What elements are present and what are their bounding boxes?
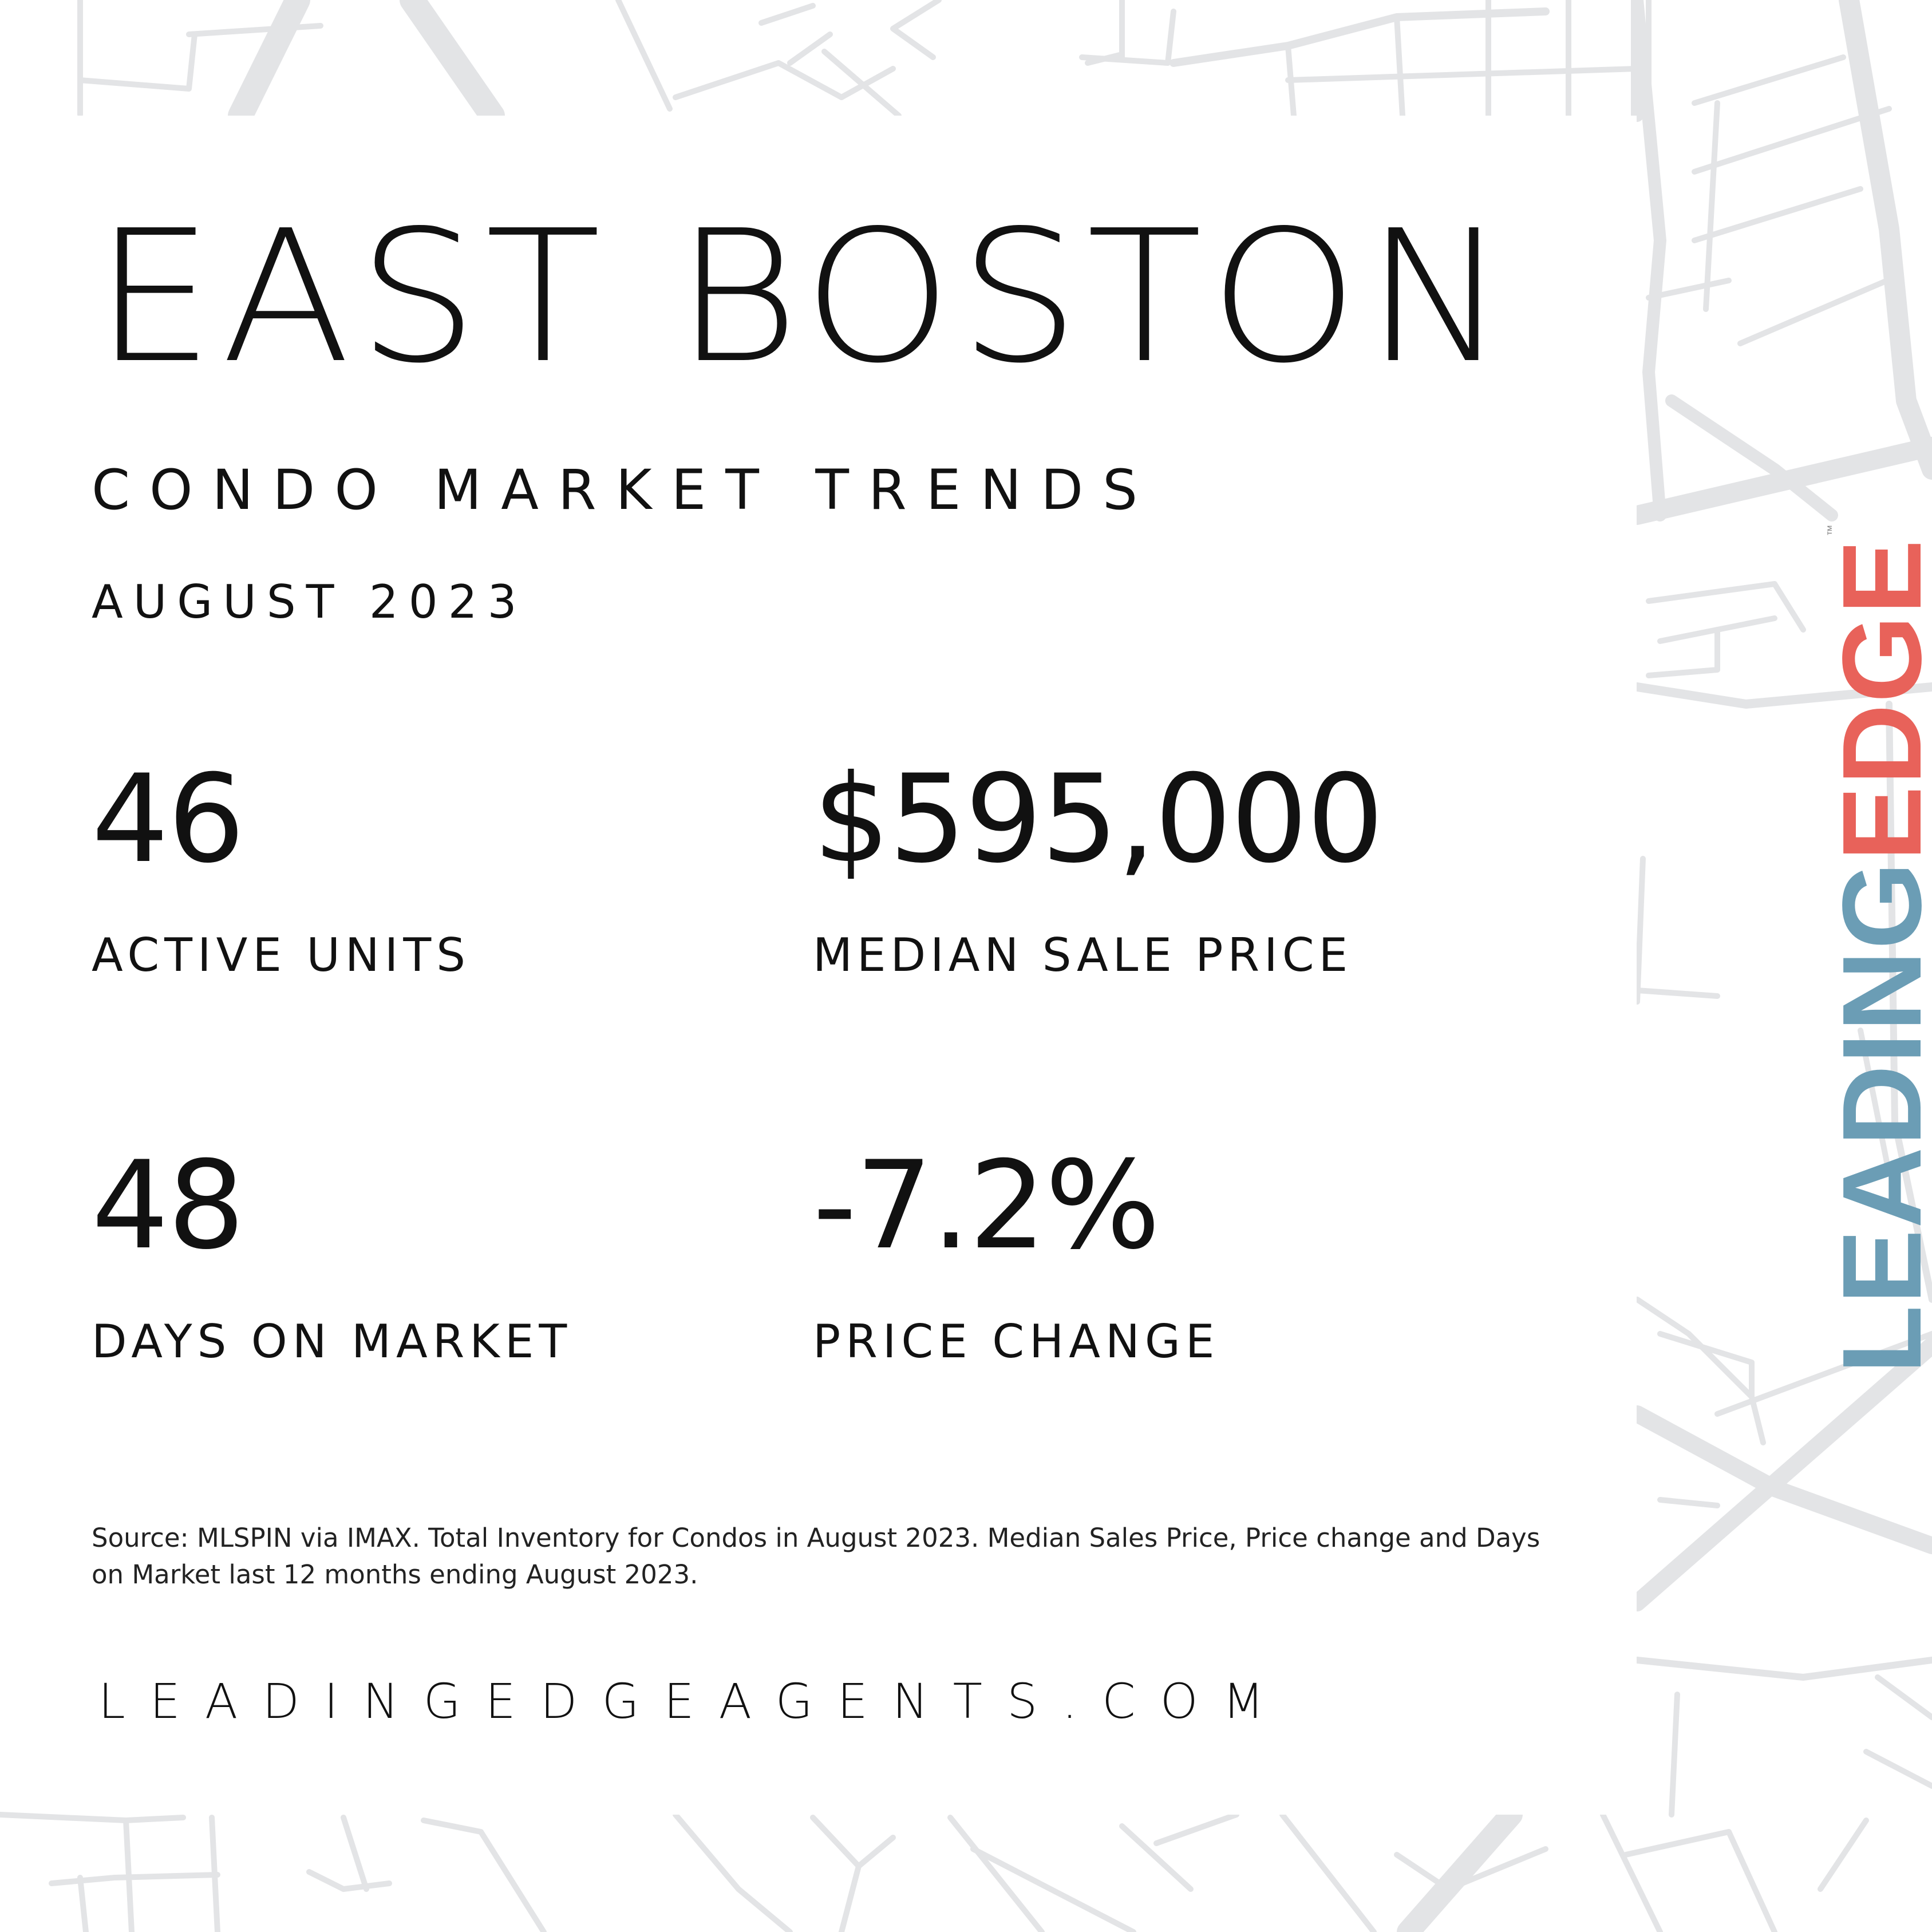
stat-median-sale-price: $595,000 MEDIAN SALE PRICE: [813, 748, 1384, 982]
stat-label: PRICE CHANGE: [813, 1315, 1220, 1368]
stat-label: MEDIAN SALE PRICE: [813, 929, 1353, 982]
trademark-symbol: ™: [1826, 523, 1838, 536]
stat-days-on-market: 48 DAYS ON MARKET: [92, 1145, 572, 1365]
stat-value: $595,000: [813, 748, 1384, 890]
subtitle: CONDO MARKET TRENDS: [92, 458, 1157, 522]
page-title: EAST BOSTON: [94, 191, 1515, 403]
stat-label: DAYS ON MARKET: [92, 1315, 572, 1368]
logo-leading-text: LEADING: [1819, 861, 1932, 1374]
report-period: AUGUST 2023: [92, 575, 527, 629]
stat-value: 46: [92, 748, 245, 890]
leading-edge-logo: LEADINGEDGE ™: [1819, 523, 1932, 1374]
stat-active-units: 46 ACTIVE UNITS: [92, 758, 471, 978]
stat-value: 48: [92, 1135, 245, 1276]
content-panel: [76, 116, 1637, 1815]
stat-price-change: -7.2% PRICE CHANGE: [813, 1145, 1219, 1365]
source-note: Source: MLSPIN via IMAX. Total Inventory…: [92, 1523, 1540, 1590]
website-link[interactable]: LEADINGEDGEAGENTS.COM: [98, 1673, 1289, 1729]
logo-edge-text: EDGE: [1819, 538, 1932, 861]
stat-label: ACTIVE UNITS: [92, 929, 471, 982]
stat-value: -7.2%: [813, 1135, 1160, 1276]
